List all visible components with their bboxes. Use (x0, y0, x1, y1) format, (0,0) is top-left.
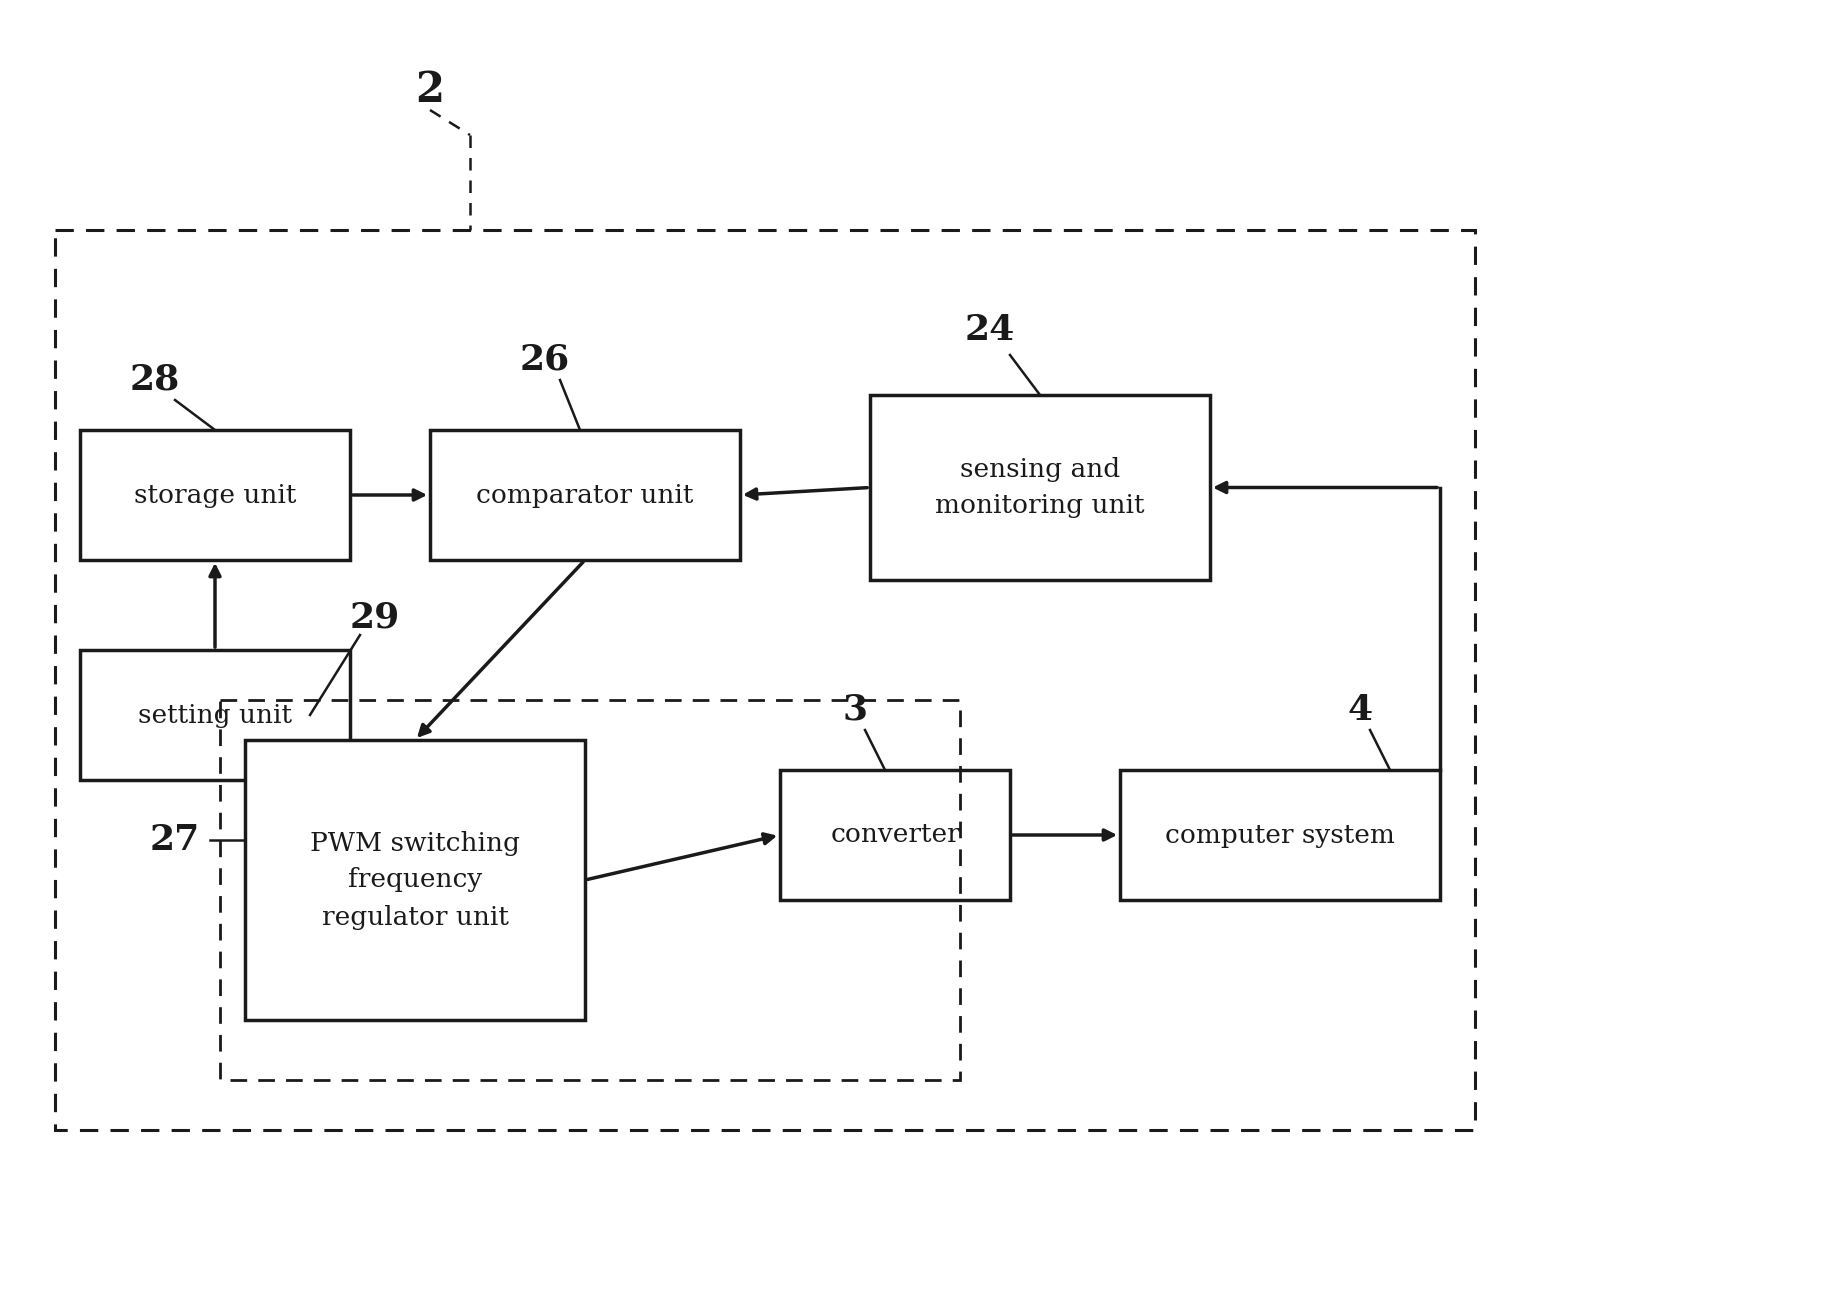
Text: computer system: computer system (1165, 822, 1395, 847)
Text: 28: 28 (129, 363, 180, 397)
Bar (870, 396, 1209, 580)
Text: storage unit: storage unit (133, 482, 297, 507)
Text: 29: 29 (350, 601, 401, 636)
Text: converter: converter (830, 822, 960, 847)
Bar (430, 431, 739, 560)
Text: 4: 4 (1348, 693, 1373, 728)
Bar (779, 770, 1011, 900)
Text: 2: 2 (415, 69, 444, 112)
Text: comparator unit: comparator unit (477, 482, 694, 507)
Text: setting unit: setting unit (138, 703, 291, 728)
Bar (80, 650, 350, 779)
Bar (246, 741, 585, 1019)
Bar (55, 230, 1475, 1130)
Bar (220, 700, 960, 1080)
Text: 27: 27 (149, 824, 200, 857)
Text: 3: 3 (843, 693, 867, 728)
Bar (80, 431, 350, 560)
Text: 24: 24 (965, 313, 1014, 348)
Text: sensing and
monitoring unit: sensing and monitoring unit (936, 457, 1145, 519)
Text: 26: 26 (519, 342, 570, 377)
Text: PWM switching
frequency
regulator unit: PWM switching frequency regulator unit (310, 830, 521, 930)
Bar (1120, 770, 1440, 900)
